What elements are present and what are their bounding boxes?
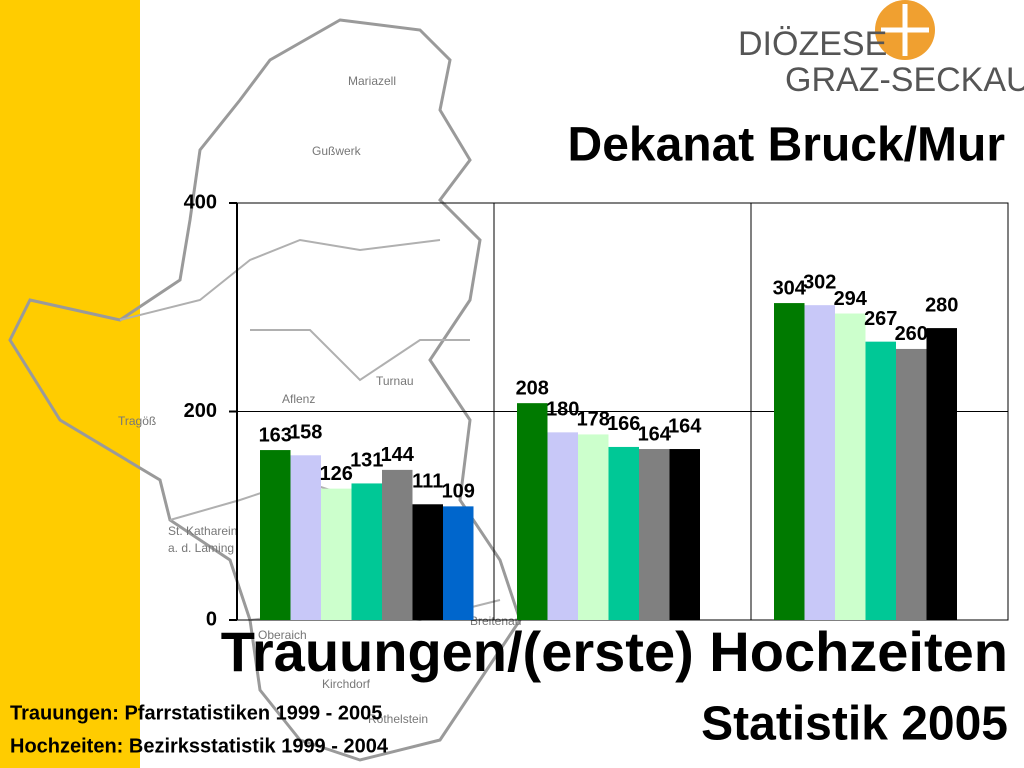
map-label: Oberaich: [258, 628, 307, 642]
map-label: Aflenz: [282, 392, 315, 406]
data-label: 164: [638, 423, 672, 445]
data-label: 180: [546, 399, 579, 421]
data-label: 163: [259, 424, 292, 446]
bar: [517, 403, 548, 620]
data-label: 126: [320, 463, 353, 485]
data-label: 158: [289, 422, 322, 444]
map-outline: [8, 18, 522, 762]
data-label: 267: [864, 308, 897, 330]
bar: [382, 469, 413, 620]
map-label: Röthelstein: [368, 712, 428, 726]
note: Hochzeiten: Bezirksstatistik 1999 - 2004: [10, 735, 389, 757]
data-label: 260: [895, 323, 928, 345]
logo-text: GRAZ-SECKAU: [785, 61, 1024, 99]
map-label: Kirchdorf: [322, 677, 371, 691]
bar: [639, 449, 670, 620]
bar: [896, 348, 927, 620]
data-label: 131: [350, 450, 383, 472]
data-label: 294: [834, 288, 868, 310]
data-label: 166: [607, 413, 640, 435]
data-label: 302: [803, 271, 836, 293]
y-tick-label: 400: [184, 191, 217, 213]
bar: [774, 303, 805, 620]
data-label: 304: [773, 277, 807, 299]
logo-text: DIÖZESE: [738, 25, 887, 63]
bar: [865, 341, 896, 620]
map-label: a. d. Laming: [168, 541, 234, 555]
map-label: Tragöß: [118, 414, 156, 428]
data-label: 178: [577, 409, 610, 431]
y-tick-label: 200: [184, 400, 217, 422]
logo-cross: [881, 4, 929, 56]
bar: [926, 328, 957, 620]
side-band: [0, 0, 140, 768]
data-label: 111: [412, 471, 443, 493]
map-label: Gußwerk: [312, 144, 362, 158]
subtitle: Trauungen/(erste) Hochzeiten: [221, 620, 1008, 683]
bar: [260, 450, 291, 620]
data-label: 208: [516, 377, 549, 399]
bar: [835, 313, 866, 620]
subtitle: Statistik 2005: [701, 698, 1008, 751]
bar: [321, 488, 352, 620]
bar: [578, 434, 609, 620]
bar: [351, 483, 382, 620]
map-borders: [119, 238, 501, 622]
data-label: 164: [668, 415, 702, 437]
map-label: St. Katharein: [168, 524, 237, 538]
map-label: Turnau: [376, 374, 414, 388]
data-label: 144: [381, 444, 415, 466]
bar: [669, 449, 700, 620]
title: Dekanat Bruck/Mur: [568, 119, 1005, 172]
bar: [608, 446, 639, 620]
bar: [804, 305, 835, 620]
map-label: Breitenau: [470, 614, 521, 628]
bar: [290, 455, 321, 620]
data-label: 109: [442, 481, 475, 503]
bar: [547, 432, 578, 620]
data-label: 280: [925, 294, 958, 316]
bar: [412, 504, 443, 620]
bar: [443, 506, 474, 620]
y-tick-label: 0: [206, 608, 217, 630]
map-label: Mariazell: [348, 74, 396, 88]
note: Trauungen: Pfarrstatistiken 1999 - 2005: [10, 702, 382, 724]
